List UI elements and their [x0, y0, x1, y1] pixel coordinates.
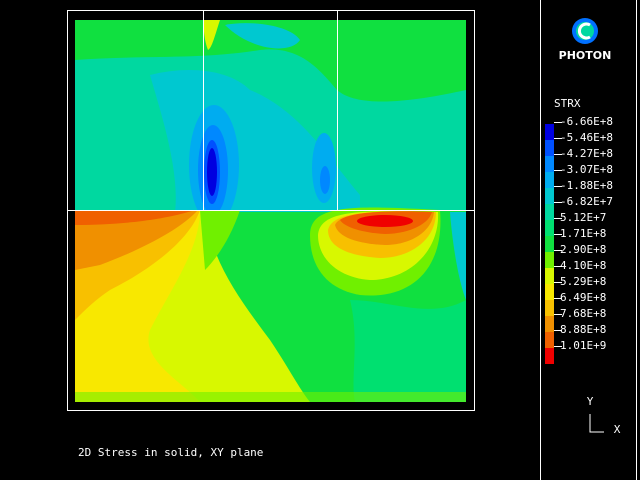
legend-label: 5.29E+8	[560, 275, 606, 288]
legend-swatch	[545, 236, 554, 252]
legend-label: -6.82E+7	[560, 195, 613, 208]
legend-swatch	[545, 252, 554, 268]
legend-label: 2.90E+8	[560, 243, 606, 256]
legend-swatch	[545, 124, 554, 140]
legend-label: -3.07E+8	[560, 163, 613, 176]
legend-swatch	[545, 204, 554, 220]
legend-title: STRX	[554, 97, 581, 110]
y-axis-label: Y	[587, 395, 594, 408]
logo-text: PHOTON	[559, 49, 612, 62]
legend-swatch	[545, 172, 554, 188]
legend-swatch	[545, 156, 554, 172]
logo: PHOTON	[559, 18, 612, 62]
legend-swatch	[545, 220, 554, 236]
legend-label: -4.27E+8	[560, 147, 613, 160]
legend-label: -6.66E+8	[560, 115, 613, 128]
legend-label: 1.01E+9	[560, 339, 606, 352]
caption: 2D Stress in solid, XY plane	[78, 446, 263, 459]
legend-label: 6.49E+8	[560, 291, 606, 304]
axis-arrows	[589, 414, 604, 433]
legend-label: 7.68E+8	[560, 307, 606, 320]
legend-swatch	[545, 140, 554, 156]
legend-label: -1.88E+8	[560, 179, 613, 192]
x-axis-label: X	[614, 423, 621, 436]
legend-swatch	[545, 332, 554, 348]
legend-swatch	[545, 268, 554, 284]
legend-label: 1.71E+8	[560, 227, 606, 240]
legend-label: 5.12E+7	[560, 211, 606, 224]
legend-label: 4.10E+8	[560, 259, 606, 272]
legend-swatch	[545, 348, 554, 364]
legend-label: -5.46E+8	[560, 131, 613, 144]
legend-label: 8.88E+8	[560, 323, 606, 336]
legend-swatch	[545, 188, 554, 204]
legend-swatch	[545, 284, 554, 300]
legend-swatch	[545, 316, 554, 332]
legend-swatch	[545, 300, 554, 316]
axis-indicator: Y X	[587, 395, 621, 436]
legend: -6.66E+8 -5.46E+8 -4.27E+8 -3.07E+8 -1.88E+8…	[545, 115, 613, 364]
